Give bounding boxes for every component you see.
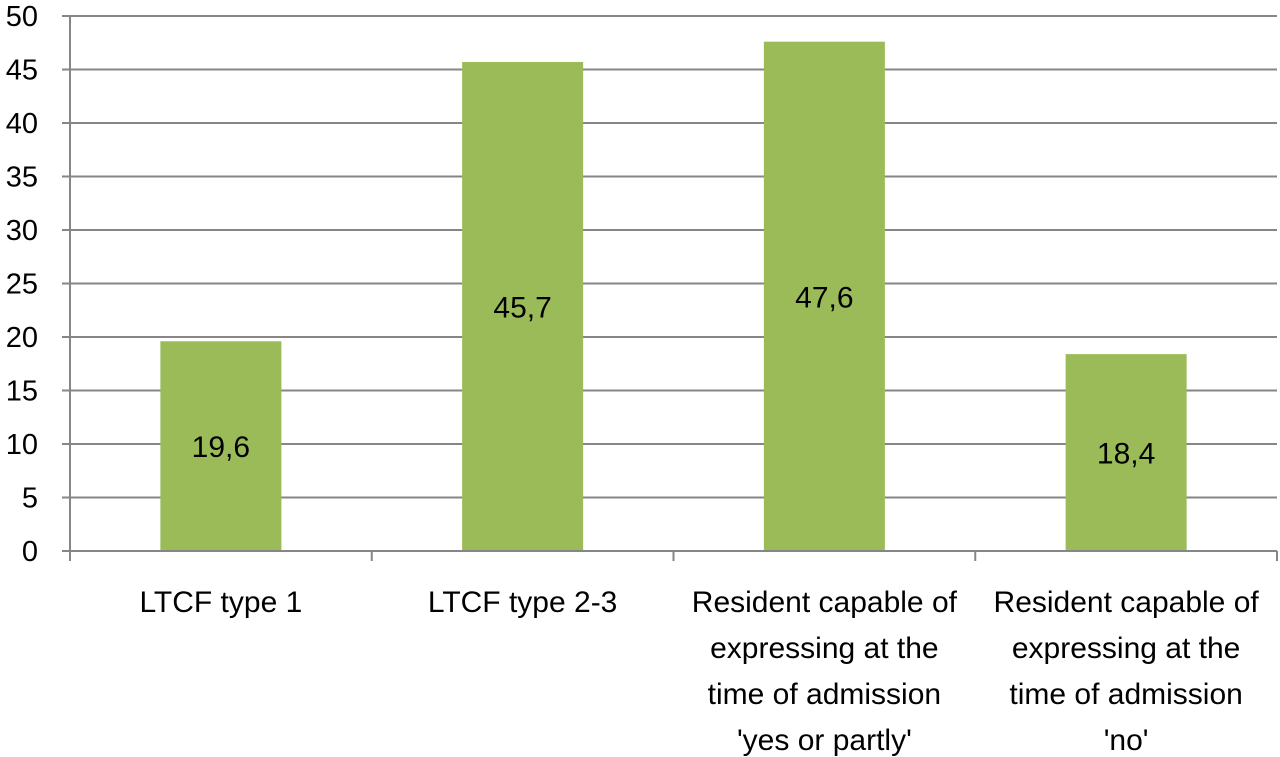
x-category-label: expressing at the (710, 632, 938, 665)
bar (160, 341, 282, 551)
y-tick-label: 15 (6, 376, 38, 408)
y-tick-label: 10 (6, 429, 38, 461)
x-category-label: 'yes or partly' (737, 724, 912, 757)
x-category-label: LTCF type 2-3 (428, 586, 618, 619)
y-tick-label: 35 (6, 162, 38, 194)
data-label: 19,6 (192, 431, 250, 464)
x-category-label: Resident capable of (994, 586, 1260, 619)
y-tick-label: 0 (22, 536, 38, 568)
y-tick-label: 5 (22, 483, 38, 515)
data-label: 47,6 (795, 281, 853, 314)
x-category-label: 'no' (1104, 724, 1149, 757)
y-tick-label: 50 (6, 1, 38, 33)
x-category-label: time of admission (708, 678, 941, 711)
y-tick-label: 30 (6, 215, 38, 247)
data-label: 18,4 (1097, 438, 1155, 471)
y-tick-label: 20 (6, 322, 38, 354)
bar (763, 41, 885, 552)
bar (462, 62, 584, 551)
y-tick-label: 25 (6, 269, 38, 301)
bar (1065, 354, 1187, 551)
x-category-label: time of admission (1009, 678, 1242, 711)
x-category-label: Resident capable of (692, 586, 958, 619)
y-tick-label: 40 (6, 108, 38, 140)
bars (160, 41, 1187, 552)
x-category-label: LTCF type 1 (139, 586, 302, 619)
labels: 0 5 10 15 20 25 30 35 40 45 50 19,6 LTCF type 1 45,7 L… (6, 1, 1260, 757)
axes (62, 15, 1278, 561)
y-tick-label: 45 (6, 55, 38, 87)
data-label: 45,7 (493, 292, 551, 325)
x-category-label: expressing at the (1012, 632, 1240, 665)
